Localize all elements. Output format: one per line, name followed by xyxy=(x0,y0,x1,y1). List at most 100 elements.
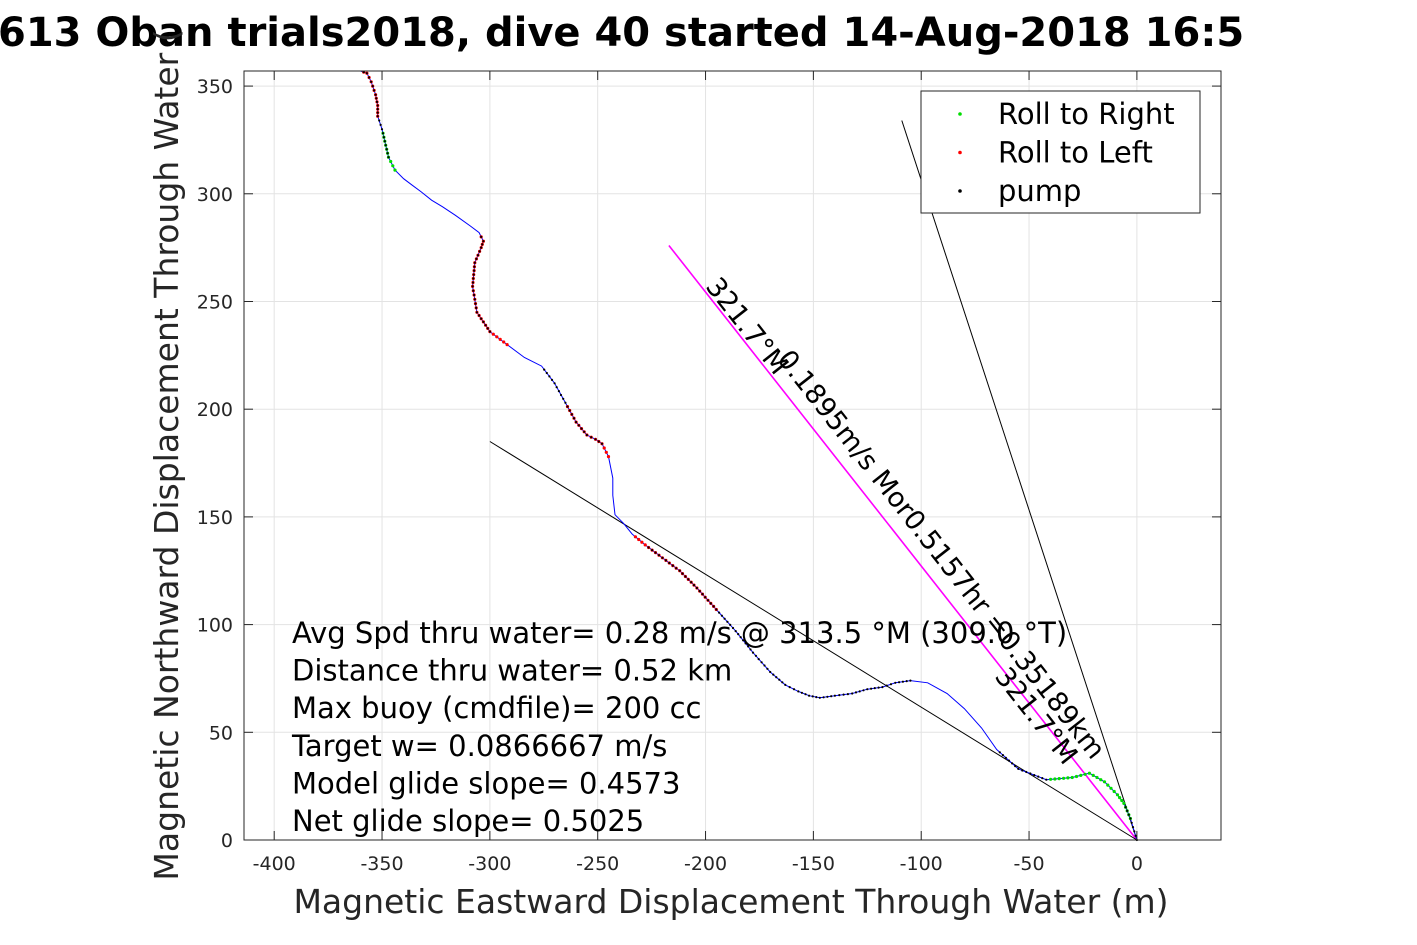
pump-marker xyxy=(909,679,912,682)
pump-marker xyxy=(482,240,485,243)
pump-marker xyxy=(681,572,684,575)
pump-marker xyxy=(365,72,368,75)
pump-marker xyxy=(384,144,387,147)
pump-marker xyxy=(376,115,379,118)
pump-marker xyxy=(734,630,737,633)
pump-marker xyxy=(555,386,558,389)
roll-left-marker xyxy=(633,535,638,539)
x-tick-label: -150 xyxy=(792,853,835,875)
pump-marker xyxy=(566,405,569,408)
pump-marker xyxy=(375,100,379,103)
roll-right-marker xyxy=(1112,789,1116,794)
pump-marker xyxy=(760,661,763,664)
pump-marker xyxy=(889,683,893,686)
x-axis-label: Magnetic Eastward Displacement Through W… xyxy=(293,882,1168,921)
pump-marker xyxy=(376,111,379,114)
pump-marker xyxy=(600,442,604,445)
pump-marker xyxy=(564,401,567,404)
roll-left-marker xyxy=(505,343,509,347)
pump-marker xyxy=(471,281,475,284)
pump-marker xyxy=(769,670,772,674)
pump-marker xyxy=(545,371,548,375)
roll-right-marker xyxy=(1074,774,1079,779)
pump-marker xyxy=(482,320,485,323)
pump-marker xyxy=(475,311,478,314)
pump-marker xyxy=(830,695,833,698)
roll-left-marker xyxy=(640,540,644,544)
pump-marker xyxy=(553,382,556,385)
legend-marker xyxy=(958,189,962,193)
heading-line xyxy=(668,245,1138,841)
roll-left-marker xyxy=(495,335,499,339)
pump-marker xyxy=(788,686,791,689)
pump-marker xyxy=(375,97,378,100)
pump-marker xyxy=(484,324,487,327)
pump-marker xyxy=(723,617,726,620)
pump-marker xyxy=(668,561,671,565)
pump-marker xyxy=(472,289,475,292)
pump-marker xyxy=(704,596,707,599)
pump-marker xyxy=(754,654,758,657)
annotation-line: Target w= 0.0866667 m/s xyxy=(291,729,667,763)
pump-marker xyxy=(811,695,814,698)
pump-marker xyxy=(739,636,742,639)
pump-marker xyxy=(362,71,365,74)
pump-marker xyxy=(583,430,586,433)
pump-marker xyxy=(671,564,674,567)
pump-marker xyxy=(778,678,781,681)
axes-box xyxy=(243,70,1222,841)
pump-marker xyxy=(488,330,491,333)
pump-marker xyxy=(661,556,664,559)
pump-marker xyxy=(898,681,901,684)
pump-marker xyxy=(478,250,481,253)
pump-marker xyxy=(1133,830,1136,833)
roll-left-marker xyxy=(602,446,606,450)
pump-marker xyxy=(572,417,576,420)
pump-marker xyxy=(731,626,735,630)
roll-left-marker xyxy=(491,332,495,336)
pump-marker xyxy=(894,681,897,684)
legend-marker xyxy=(958,150,962,155)
pump-marker xyxy=(675,567,678,570)
pump-marker xyxy=(784,683,787,687)
pump-marker xyxy=(901,680,905,683)
legend-label: Roll to Right xyxy=(998,97,1175,131)
legend-box xyxy=(920,90,1201,214)
y-tick-label: 250 xyxy=(197,291,233,313)
pump-marker xyxy=(562,397,565,400)
pump-marker xyxy=(1041,777,1044,780)
pump-marker xyxy=(590,436,593,439)
annotation-line: Model glide slope= 0.4573 xyxy=(292,766,680,800)
pump-marker xyxy=(1007,759,1011,762)
pump-marker xyxy=(1131,826,1135,829)
pump-marker xyxy=(715,608,718,611)
track-line xyxy=(326,70,1138,841)
y-tick-label: 150 xyxy=(197,507,233,529)
pump-marker xyxy=(1021,769,1024,772)
y-tick-label: 200 xyxy=(197,399,233,421)
pump-marker xyxy=(471,285,474,288)
x-tick-label: 0 xyxy=(1131,853,1143,875)
roll-right-marker xyxy=(1070,775,1074,780)
pump-marker xyxy=(905,680,908,683)
pump-marker xyxy=(570,413,573,416)
pump-marker xyxy=(568,409,571,412)
y-tick-label: 350 xyxy=(197,76,233,98)
pump-marker xyxy=(480,235,483,238)
pump-marker xyxy=(757,658,760,661)
roll-right-marker xyxy=(1120,798,1124,803)
annotation-line: Max buoy (cmdfile)= 200 cc xyxy=(292,691,701,725)
pump-marker xyxy=(763,664,766,667)
pump-marker xyxy=(1126,809,1129,813)
roll-right-marker xyxy=(1091,773,1095,778)
pump-marker xyxy=(381,132,385,135)
roll-left-marker xyxy=(502,340,506,344)
pump-marker xyxy=(472,273,475,276)
pump-marker xyxy=(706,599,710,602)
pump-marker xyxy=(654,551,657,554)
pump-marker xyxy=(473,269,476,272)
x-tick-label: -300 xyxy=(468,853,511,875)
pump-marker xyxy=(473,298,476,301)
pump-marker xyxy=(797,690,800,693)
track-markers xyxy=(362,70,1138,842)
